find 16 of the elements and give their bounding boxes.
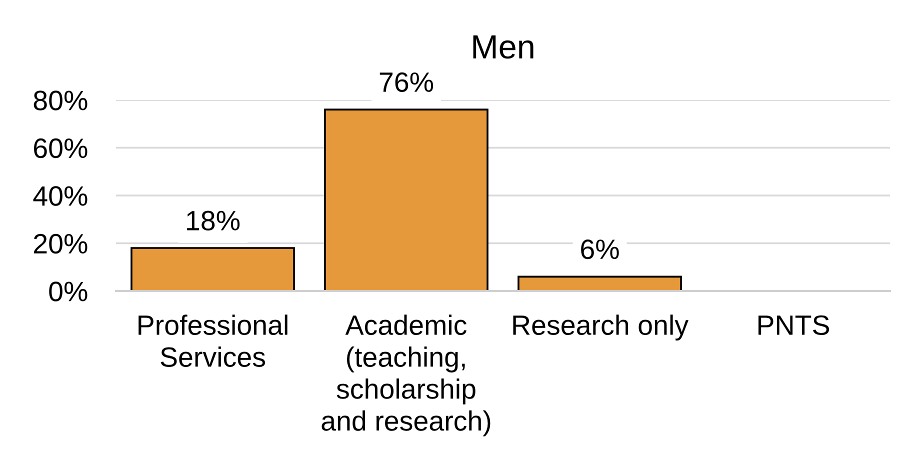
y-tick-label: 0%	[49, 282, 88, 302]
y-tick-label: 80%	[34, 90, 88, 110]
x-tick-label: Professional Services	[138, 314, 288, 367]
chart-title: Men	[473, 35, 534, 59]
x-tick-label: Academic (teaching, scholarship and research)	[322, 314, 490, 436]
data-label: 76%	[380, 72, 434, 92]
y-tick-label: 60%	[34, 138, 88, 158]
x-tick-label: Research only	[513, 314, 688, 341]
data-label: 18%	[187, 210, 240, 230]
bar	[518, 276, 682, 291]
bar	[324, 108, 488, 291]
y-tick-label: 20%	[34, 234, 88, 254]
data-label: 6%	[581, 239, 619, 260]
bar	[130, 247, 295, 291]
x-tick-label: PNTS	[758, 315, 830, 336]
y-tick-label: 40%	[33, 186, 88, 206]
